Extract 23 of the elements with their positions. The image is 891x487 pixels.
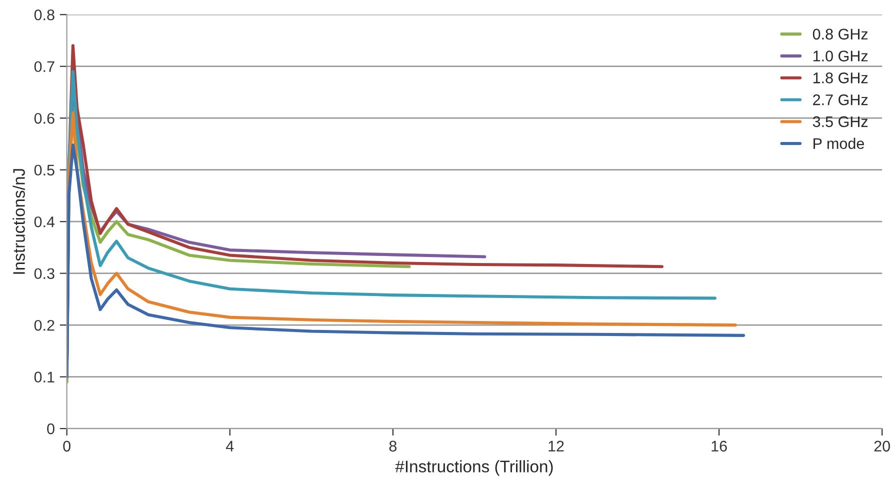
y-axis-title: Instructions/nJ (12, 169, 25, 274)
x-axis-title: #Instructions (Trillion) (395, 460, 553, 476)
x-tick-label: 4 (226, 440, 234, 452)
y-tick-label: 0 (47, 423, 54, 434)
y-tick-label: 0.1 (34, 372, 54, 382)
y-tick-label: 0.8 (34, 9, 54, 20)
legend-label: P mode (814, 138, 864, 149)
legend-label: 2.7 GHz (813, 94, 868, 106)
x-tick-label: 0 (63, 440, 70, 452)
legend-label: 0.8 GHz (812, 28, 868, 40)
legend-label: 1.0 GHz (813, 50, 868, 62)
x-tick-label: 8 (389, 440, 397, 452)
x-tick-label: 12 (548, 440, 564, 452)
x-tick-label: 16 (712, 440, 727, 452)
y-tick-label: 0.5 (34, 164, 54, 176)
y-tick-label: 0.3 (34, 268, 54, 280)
legend-label: 3.5 GHz (812, 116, 868, 128)
legend-label: 1.8 GHz (813, 72, 868, 84)
y-tick-label: 0.7 (34, 61, 54, 72)
y-tick-label: 0.4 (34, 216, 55, 228)
x-tick-label: 20 (874, 440, 890, 452)
y-tick-label: 0.6 (34, 112, 54, 124)
y-tick-label: 0.2 (34, 320, 54, 331)
